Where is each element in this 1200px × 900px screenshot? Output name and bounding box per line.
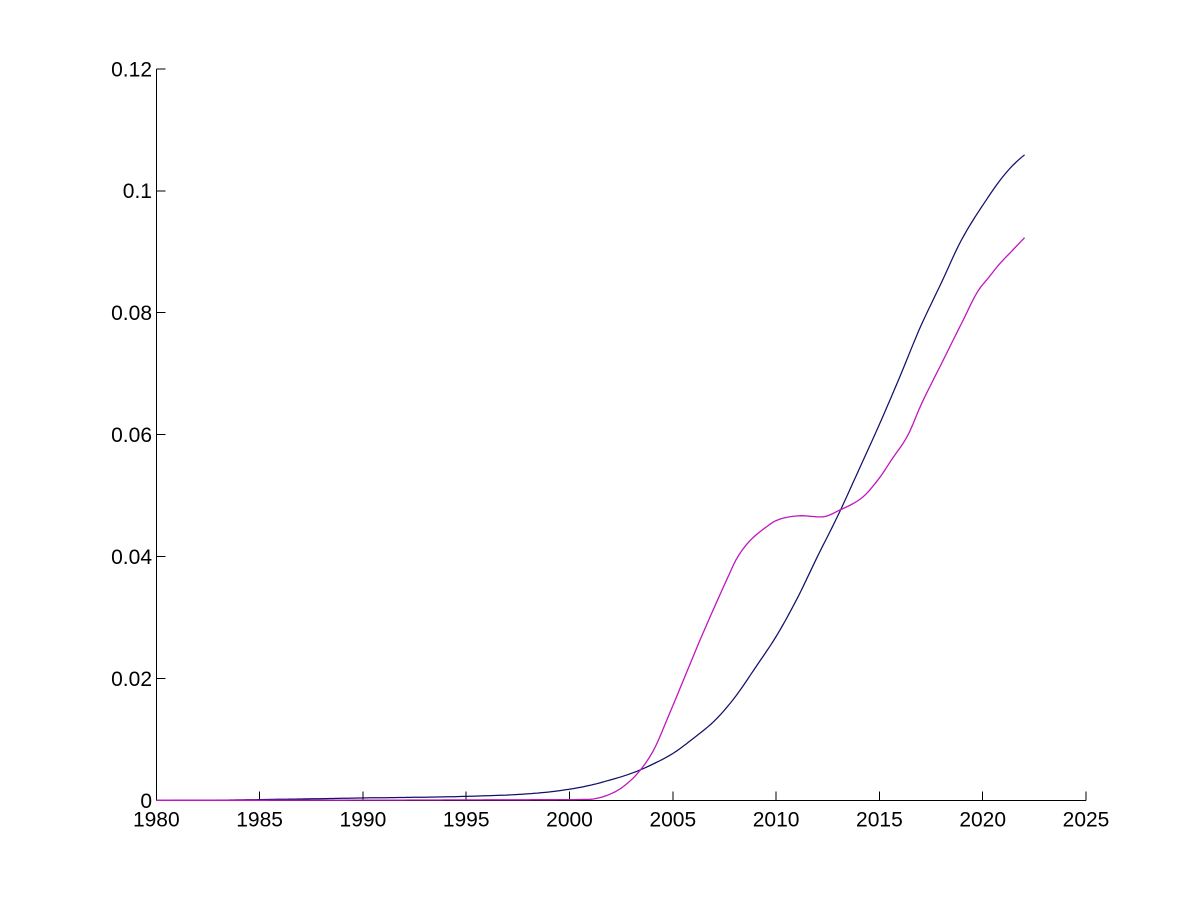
svg-text:0.12: 0.12 — [111, 58, 152, 81]
svg-text:2000: 2000 — [546, 809, 593, 832]
svg-text:2010: 2010 — [753, 809, 800, 832]
svg-text:0: 0 — [140, 790, 152, 813]
svg-text:1980: 1980 — [133, 809, 180, 832]
svg-text:1990: 1990 — [340, 809, 387, 832]
svg-text:1985: 1985 — [236, 809, 283, 832]
svg-text:2025: 2025 — [1063, 809, 1110, 832]
svg-text:0.02: 0.02 — [111, 668, 152, 691]
svg-text:0.06: 0.06 — [111, 424, 152, 447]
svg-text:0.1: 0.1 — [123, 180, 152, 203]
svg-text:2020: 2020 — [959, 809, 1006, 832]
svg-text:2015: 2015 — [856, 809, 903, 832]
svg-text:0.08: 0.08 — [111, 302, 152, 325]
svg-text:2005: 2005 — [649, 809, 696, 832]
svg-text:0.04: 0.04 — [111, 546, 152, 569]
svg-text:1995: 1995 — [443, 809, 490, 832]
